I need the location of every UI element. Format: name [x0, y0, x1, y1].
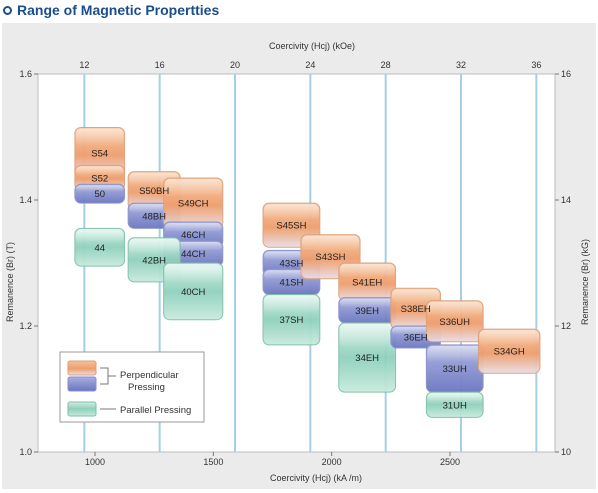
grade-box-shine — [339, 323, 395, 349]
grade-label-s54: S54 — [91, 148, 108, 159]
grade-label-s36uh: S36UH — [439, 317, 470, 328]
right-axis-label: Remanence (Br) (kG) — [580, 239, 590, 325]
grade-box-shine — [164, 264, 222, 284]
grade-labels: S54 S52 50 S50BH 48BH S49CH 46CH 44CH 44 42BH 40CH… — [91, 148, 525, 411]
top-tick-label: 28 — [381, 60, 391, 70]
top-tick-label: 32 — [456, 60, 466, 70]
grade-label-33uh: 33UH — [443, 364, 467, 375]
grade-label-s50bh: S50BH — [139, 186, 169, 197]
grade-label-s43sh: S43SH — [315, 252, 345, 263]
grade-box-shine — [427, 345, 483, 363]
legend: Perpendicular Pressing Parallel Pressing — [59, 351, 205, 423]
bottom-tick-label: 1500 — [203, 457, 223, 467]
grade-label-43sh: 43SH — [280, 259, 304, 270]
grade-box-shine — [264, 204, 319, 220]
legend-swatch-parallel — [67, 401, 97, 417]
grade-box-shine — [264, 295, 319, 314]
legend-label-perpendicular-line1: Perpendicular — [120, 370, 179, 381]
grade-boxes — [74, 127, 541, 418]
right-tick-label: 12 — [561, 321, 571, 331]
left-tick-label: 1.6 — [19, 69, 32, 79]
legend-swatch-perpendicular-blue — [67, 376, 97, 392]
bottom-tick-label: 2500 — [440, 457, 460, 467]
grade-box-shine — [339, 264, 395, 278]
legend-swatch-perpendicular-orange — [67, 360, 97, 376]
bottom-axis-label: Coercivity (Hcj) (kA /m) — [270, 473, 362, 483]
left-axis-label: Remanence (Br) (T) — [5, 242, 15, 322]
grade-box-shine — [391, 289, 440, 304]
right-tick-label: 10 — [561, 447, 571, 457]
legend-label-parallel: Parallel Pressing — [120, 405, 191, 416]
grade-box-shine — [75, 229, 124, 243]
grade-box-shine — [301, 235, 360, 252]
grade-label-s45sh: S45SH — [276, 221, 306, 232]
grade-label-44: 44 — [94, 243, 105, 254]
bottom-tick-label: 1000 — [85, 457, 105, 467]
grade-box-shine — [129, 238, 180, 255]
grade-label-s52: S52 — [91, 173, 108, 184]
left-tick-label: 1.0 — [19, 447, 32, 457]
top-tick-label: 20 — [230, 60, 240, 70]
left-tick-label: 1.4 — [19, 195, 32, 205]
grade-label-34eh: 34EH — [355, 353, 379, 364]
grade-label-41sh: 41SH — [280, 277, 304, 288]
left-tick-label: 1.2 — [19, 321, 32, 331]
grade-label-37sh: 37SH — [280, 315, 304, 326]
top-tick-label: 36 — [531, 60, 541, 70]
top-axis-label: Coercivity (Hcj) (kOe) — [269, 41, 355, 51]
top-tick-label: 12 — [79, 60, 89, 70]
grade-box-shine — [164, 178, 222, 197]
grade-box-shine — [479, 330, 539, 346]
right-tick-label: 14 — [561, 195, 571, 205]
title-bullet-icon — [3, 5, 12, 15]
grade-label-44ch: 44CH — [181, 249, 205, 260]
grade-box-shine — [427, 301, 483, 317]
page-title: Range of Magnetic Propertties — [17, 2, 220, 18]
grade-label-40ch: 40CH — [181, 287, 205, 298]
grade-label-39eh: 39EH — [355, 306, 379, 317]
grade-box-shine — [427, 393, 483, 402]
legend-bracket — [100, 367, 116, 385]
top-tick-label: 16 — [155, 60, 165, 70]
grade-label-42bh: 42BH — [142, 255, 166, 266]
grade-label-s49ch: S49CH — [178, 199, 209, 210]
grade-label-31uh: 31UH — [443, 400, 467, 411]
legend-label-perpendicular-line2: Pressing — [128, 382, 165, 393]
grade-label-36eh: 36EH — [404, 333, 428, 344]
grade-label-46ch: 46CH — [181, 230, 205, 241]
grade-label-48bh: 48BH — [142, 211, 166, 222]
grade-label-s38eh: S38EH — [401, 304, 431, 315]
grade-box-shine — [75, 185, 124, 192]
grade-box-shine — [164, 223, 222, 232]
magnetic-properties-chart: 12 16 20 24 28 32 36 1000 1500 2000 2500 1.0 1.2 1.4 1… — [2, 23, 596, 489]
top-tick-label: 24 — [305, 60, 315, 70]
page-title-row: Range of Magnetic Propertties — [3, 0, 219, 20]
grade-label-s34gh: S34GH — [494, 347, 525, 358]
right-tick-label: 16 — [561, 69, 571, 79]
grade-box-shine — [75, 128, 124, 147]
grade-label-50: 50 — [94, 189, 105, 200]
axis-ticks: 12 16 20 24 28 32 36 1000 1500 2000 2500 1.0 1.2 1.4 1… — [19, 60, 571, 467]
grade-label-s41eh: S41EH — [352, 277, 382, 288]
bottom-tick-label: 2000 — [322, 457, 342, 467]
grade-box-shine — [75, 166, 124, 176]
grade-box-shine — [339, 298, 395, 308]
